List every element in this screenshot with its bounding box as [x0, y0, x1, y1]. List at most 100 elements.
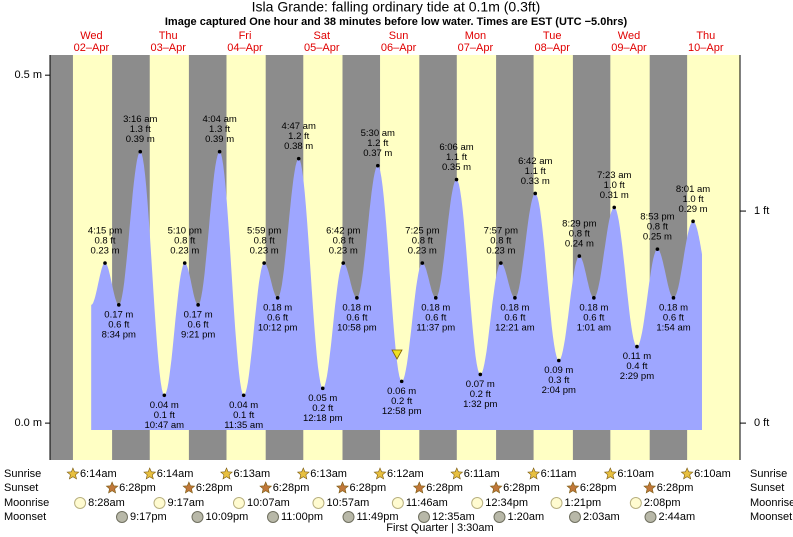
sunset-time: 6:28pm — [273, 482, 310, 494]
extreme-time: 8:29 pm — [562, 219, 596, 230]
sunset-time: 6:28pm — [426, 482, 463, 494]
extreme-time: 1:32 pm — [463, 399, 497, 410]
extreme-time: 1:54 am — [656, 322, 690, 333]
sunset-icon — [182, 481, 196, 494]
row-label-left: Moonrise — [4, 497, 49, 509]
day-date: 03–Apr — [150, 42, 186, 54]
moonset-time: 2:03am — [583, 511, 620, 523]
extreme-ft: 1.2 ft — [288, 131, 309, 142]
extreme-time: 4:04 am — [202, 114, 236, 125]
extreme-m: 0.31 m — [600, 190, 629, 201]
tide-extreme — [275, 296, 280, 300]
sunset-icon — [259, 481, 273, 494]
day-date: 08–Apr — [534, 42, 570, 54]
extreme-m: 0.11 m — [623, 351, 651, 362]
sunrise-icon — [603, 467, 617, 480]
tide-extreme — [262, 261, 266, 265]
tide-extreme — [376, 163, 380, 168]
extreme-ft: 0.8 ft — [490, 236, 511, 247]
extreme-m: 0.38 m — [284, 141, 313, 152]
extreme-time: 6:06 am — [439, 142, 473, 153]
tide-extreme — [433, 296, 438, 300]
sunset-icon — [489, 481, 503, 494]
extreme-time: 7:25 pm — [405, 226, 439, 237]
moonset-icon — [418, 511, 430, 523]
extreme-ft: 0.8 ft — [412, 236, 433, 247]
extreme-ft: 1.0 ft — [682, 194, 703, 205]
extreme-time: 10:12 pm — [258, 322, 298, 333]
extreme-time: 1:01 am — [577, 322, 611, 333]
day-date: 05–Apr — [304, 42, 340, 54]
day-name: Thu — [159, 30, 178, 42]
sunset-time: 6:28pm — [349, 482, 386, 494]
extreme-ft: 0.2 ft — [391, 396, 412, 407]
moonset-icon — [267, 511, 279, 523]
sunrise-icon — [450, 467, 464, 480]
extreme-ft: 0.6 ft — [425, 312, 446, 323]
tide-extreme — [420, 261, 425, 265]
tide-extreme — [182, 261, 187, 265]
y-tick-label: 0.5 m — [14, 69, 42, 81]
extreme-time: 2:04 pm — [542, 385, 576, 396]
moonrise-time: 10:07am — [247, 497, 290, 509]
moonset-icon — [493, 511, 506, 523]
moonset-time: 1:20am — [508, 511, 545, 523]
extreme-ft: 1.2 ft — [367, 138, 388, 149]
sunrise-icon — [373, 467, 387, 480]
extreme-m: 0.18 m — [421, 302, 450, 313]
sunrise-icon — [296, 467, 310, 480]
sunrise-icon — [66, 467, 80, 480]
extreme-ft: 1.3 ft — [209, 124, 230, 135]
extreme-ft: 0.2 ft — [470, 389, 491, 400]
day-date: 10–Apr — [688, 42, 724, 54]
sunset-time: 6:28pm — [196, 482, 233, 494]
extreme-time: 12:58 pm — [382, 406, 422, 417]
moonrise-time: 1:21pm — [565, 497, 602, 509]
day-name: Tue — [543, 30, 562, 42]
tide-extreme — [533, 191, 538, 196]
extreme-ft: 0.8 ft — [647, 222, 668, 233]
extreme-time: 5:30 am — [361, 128, 395, 139]
moonrise-time: 2:08pm — [644, 497, 681, 509]
moonset-icon — [116, 511, 128, 523]
extreme-ft: 0.8 ft — [174, 236, 195, 247]
tide-curve — [91, 151, 703, 430]
extreme-time: 3:16 am — [123, 114, 157, 125]
extreme-time: 12:18 pm — [303, 413, 343, 424]
row-label-right: Sunset — [750, 482, 784, 494]
extreme-ft: 0.8 ft — [94, 236, 115, 247]
sunset-time: 6:28pm — [580, 482, 617, 494]
moonrise-icon — [391, 497, 404, 509]
extreme-ft: 1.0 ft — [604, 180, 625, 191]
extreme-time: 12:21 am — [495, 322, 535, 333]
tide-extreme — [557, 358, 561, 363]
tide-extreme — [691, 219, 695, 224]
extreme-time: 5:10 pm — [168, 226, 202, 237]
extreme-time: 6:42 am — [518, 156, 552, 167]
extreme-ft: 0.6 ft — [583, 312, 604, 323]
extreme-m: 0.39 m — [205, 134, 234, 145]
day-name: Thu — [696, 30, 715, 42]
extreme-m: 0.18 m — [500, 302, 529, 313]
sunrise-time: 6:10am — [694, 468, 731, 480]
moonset-time: 10:09pm — [206, 511, 249, 523]
day-date: 04–Apr — [227, 42, 263, 54]
moonrise-time: 12:34pm — [485, 497, 528, 509]
extreme-time: 4:15 pm — [88, 226, 122, 237]
extreme-m: 0.18 m — [342, 302, 371, 313]
moonrise-icon — [232, 497, 245, 509]
moonrise-icon — [153, 497, 166, 509]
extreme-m: 0.06 m — [387, 386, 416, 397]
tide-extreme — [138, 149, 143, 154]
extreme-m: 0.25 m — [643, 232, 672, 243]
sunset-time: 6:28pm — [503, 482, 540, 494]
row-label-right: Moonset — [750, 511, 792, 523]
sunrise-time: 6:11am — [464, 468, 500, 480]
extreme-ft: 1.1 ft — [525, 166, 546, 177]
day-name: Sun — [389, 30, 409, 42]
tide-extreme — [162, 393, 167, 398]
day-date: 09–Apr — [611, 42, 647, 54]
extreme-m: 0.23 m — [486, 246, 515, 257]
moonrise-time: 11:46am — [406, 497, 448, 509]
tide-extreme — [296, 156, 301, 161]
